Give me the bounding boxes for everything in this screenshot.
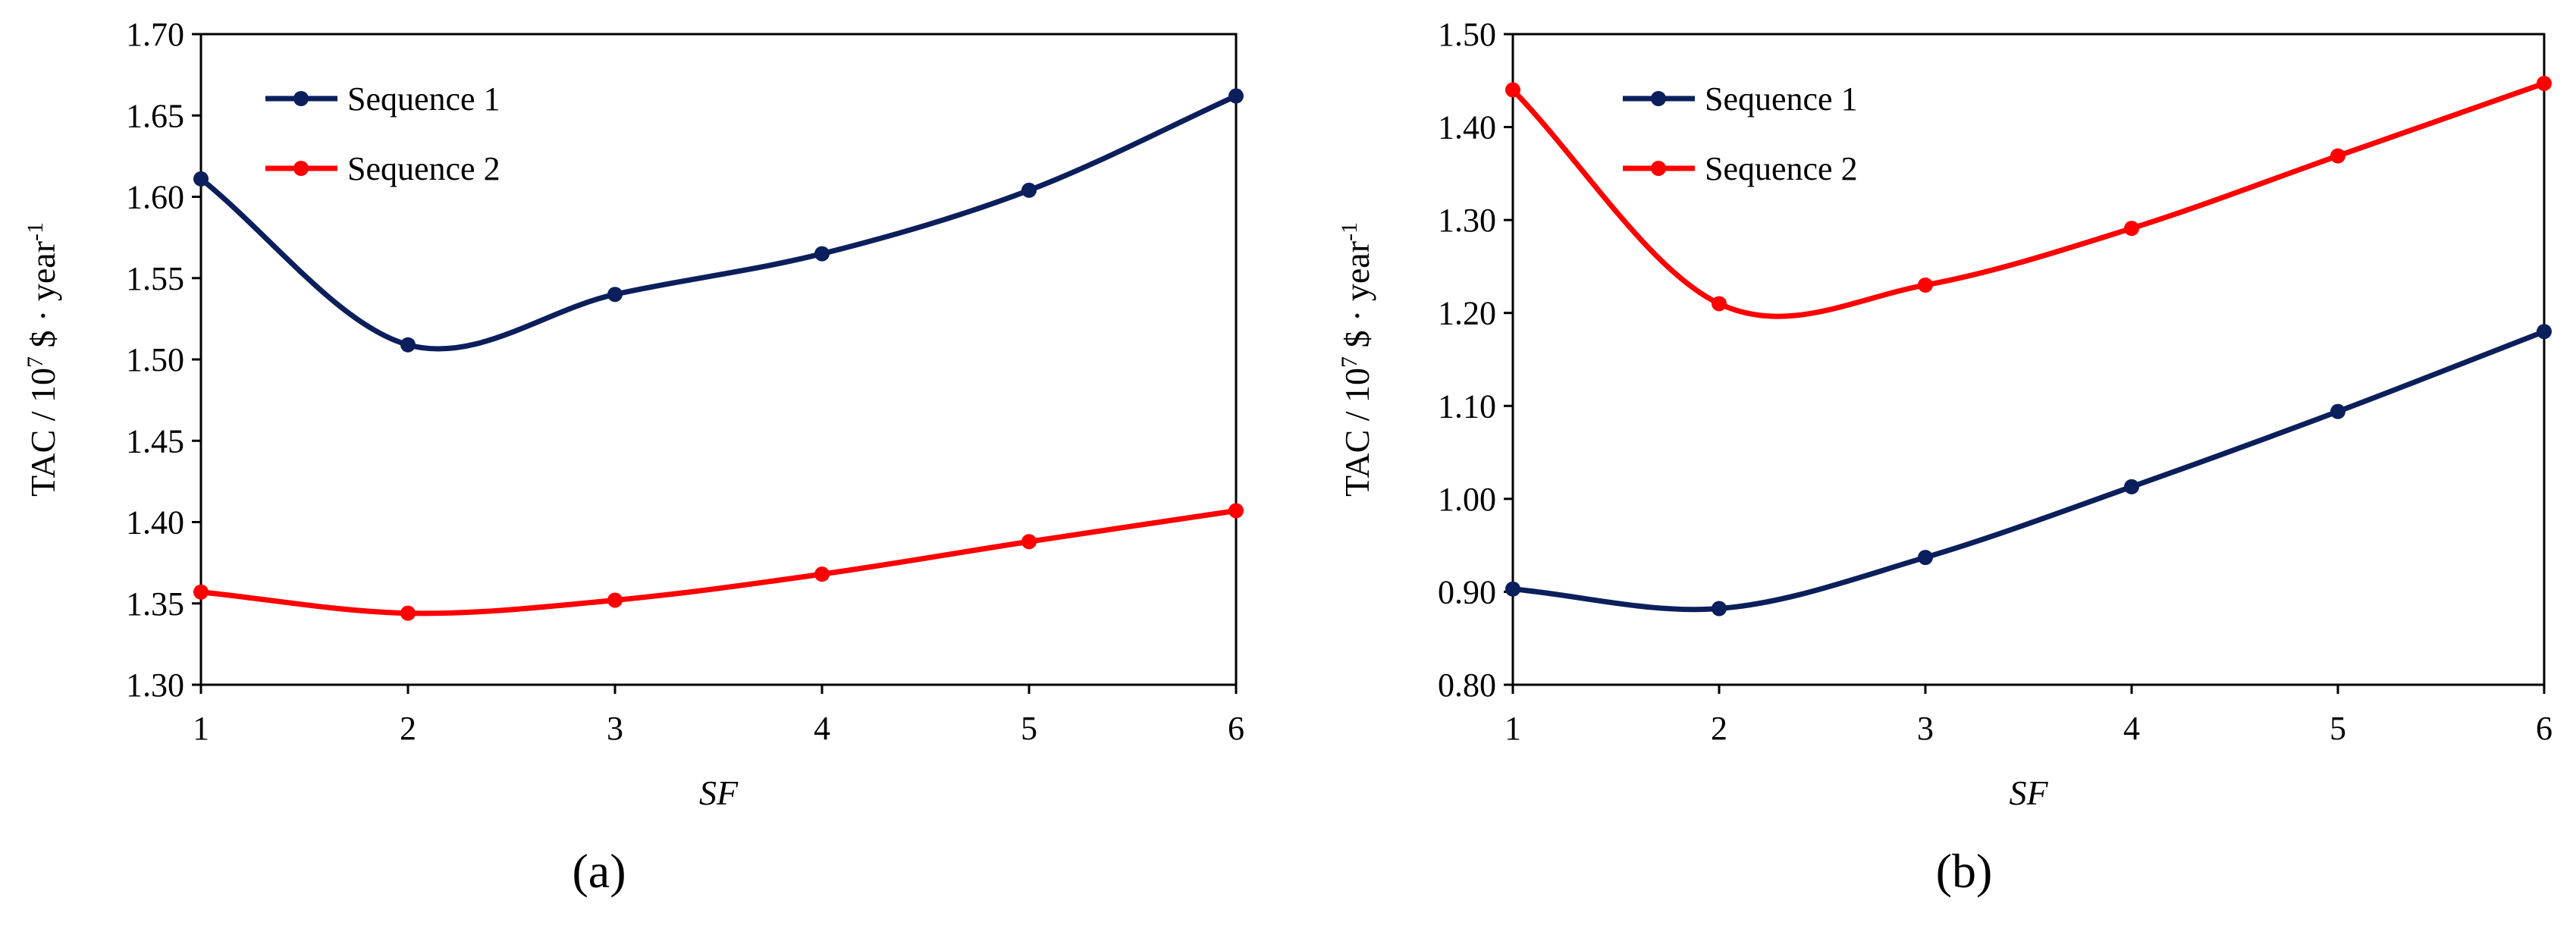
x-tick-label: 4	[2123, 710, 2140, 747]
x-tick-label: 5	[2330, 710, 2346, 747]
y-tick-label: 0.90	[1438, 573, 1496, 610]
data-point	[1021, 182, 1037, 198]
chart-panel-a: 1.30 1.35 1.40 1.45 1.50 1.55 1.60 1.65 1.70 1 2 3 4…	[23, 16, 1244, 898]
y-tick-label: 1.20	[1438, 295, 1496, 332]
y-axis-label: TAC / 107 $ · year-1	[1337, 222, 1376, 497]
chart-panel-b: 0.80 0.90 1.00 1.10 1.20 1.30 1.40 1.50 1 2 3 4 5 6 SF…	[1337, 16, 2552, 898]
series-line	[198, 507, 1239, 617]
x-axis-label: SF	[699, 773, 739, 812]
y-tick-label: 1.65	[126, 97, 184, 134]
series-2	[1505, 75, 2552, 319]
y-tick-label: 1.60	[126, 179, 184, 216]
data-point	[2330, 148, 2345, 164]
x-tick-label: 1	[1504, 710, 1521, 747]
legend-label: Sequence 1	[1705, 80, 1858, 118]
legend-label: Sequence 2	[347, 150, 500, 187]
y-tick-label: 1.55	[126, 260, 184, 297]
x-tick-label: 6	[1228, 710, 1244, 747]
legend-entry-1: Sequence 1	[265, 80, 500, 118]
panel-label: (a)	[572, 844, 626, 898]
y-axis-label-exp2: -1	[1337, 222, 1362, 241]
x-tick-label: 6	[2536, 710, 2552, 747]
y-tick-label: 1.30	[126, 667, 184, 704]
y-tick-label: 1.40	[126, 504, 184, 541]
legend-label: Sequence 1	[347, 80, 500, 118]
y-axis-label-mid: $ · year	[1338, 241, 1376, 356]
data-point	[2537, 324, 2552, 340]
data-point	[607, 592, 623, 608]
panel-label: (b)	[1936, 844, 1993, 898]
y-tick-label: 1.35	[126, 585, 184, 623]
data-point	[1712, 601, 1727, 617]
x-tick-label: 3	[1917, 710, 1934, 747]
data-point	[1505, 82, 1520, 98]
data-point	[1505, 581, 1520, 597]
series-2	[193, 503, 1244, 621]
x-tick-label: 5	[1021, 710, 1037, 747]
y-tick-label: 0.80	[1438, 667, 1496, 704]
plot-area-frame	[1511, 33, 2546, 686]
legend-marker	[293, 161, 309, 176]
legend-entry-2: Sequence 2	[1623, 150, 1858, 187]
y-axis-label-exp1: 7	[23, 356, 48, 368]
data-point	[193, 584, 209, 600]
data-point	[1228, 503, 1244, 519]
y-axis-label-exp2: -1	[23, 222, 48, 241]
y-tick-label: 1.70	[126, 16, 184, 53]
legend-entry-2: Sequence 2	[265, 150, 500, 187]
data-point	[607, 287, 623, 303]
x-tick-label: 2	[1711, 710, 1727, 747]
data-point	[193, 171, 209, 187]
y-axis-label-mid: $ · year	[24, 241, 62, 356]
data-point	[400, 337, 416, 353]
x-axis-label: SF	[2009, 773, 2048, 812]
legend-entry-1: Sequence 1	[1623, 80, 1858, 118]
data-point	[814, 246, 830, 262]
x-tick-label: 2	[400, 710, 416, 747]
series-1	[193, 88, 1244, 353]
y-tick-label: 1.45	[126, 422, 184, 460]
data-point	[2124, 221, 2139, 237]
data-point	[1918, 277, 1933, 293]
data-point	[400, 605, 416, 621]
y-axis-label: TAC / 107 $ · year-1	[23, 222, 62, 497]
y-tick-label: 1.40	[1438, 109, 1496, 146]
data-point	[1228, 88, 1244, 104]
y-tick-label: 1.00	[1438, 481, 1496, 518]
series-line	[1510, 80, 2547, 319]
y-axis-label-prefix: TAC / 10	[1338, 368, 1376, 497]
y-tick-label: 1.50	[1438, 16, 1496, 53]
legend-marker	[1651, 161, 1666, 176]
data-point	[2537, 75, 2552, 91]
data-point	[1712, 296, 1727, 312]
x-tick-label: 4	[814, 710, 830, 747]
data-point	[2330, 403, 2345, 419]
series-line	[198, 93, 1239, 352]
data-point	[814, 566, 830, 582]
data-point	[1021, 534, 1037, 550]
series-1	[1505, 324, 2552, 617]
y-tick-label: 1.10	[1438, 387, 1496, 425]
legend-marker	[293, 91, 309, 106]
y-tick-label: 1.30	[1438, 202, 1496, 239]
series-line	[1510, 328, 2547, 613]
y-axis-label-exp1: 7	[1337, 356, 1362, 368]
legend-label: Sequence 2	[1705, 150, 1858, 187]
x-tick-label: 1	[193, 710, 209, 747]
legend-marker	[1651, 91, 1666, 106]
y-axis-label-prefix: TAC / 10	[24, 368, 62, 497]
data-point	[2124, 478, 2139, 494]
y-tick-label: 1.50	[126, 341, 184, 378]
x-tick-label: 3	[607, 710, 623, 747]
data-point	[1918, 550, 1933, 566]
